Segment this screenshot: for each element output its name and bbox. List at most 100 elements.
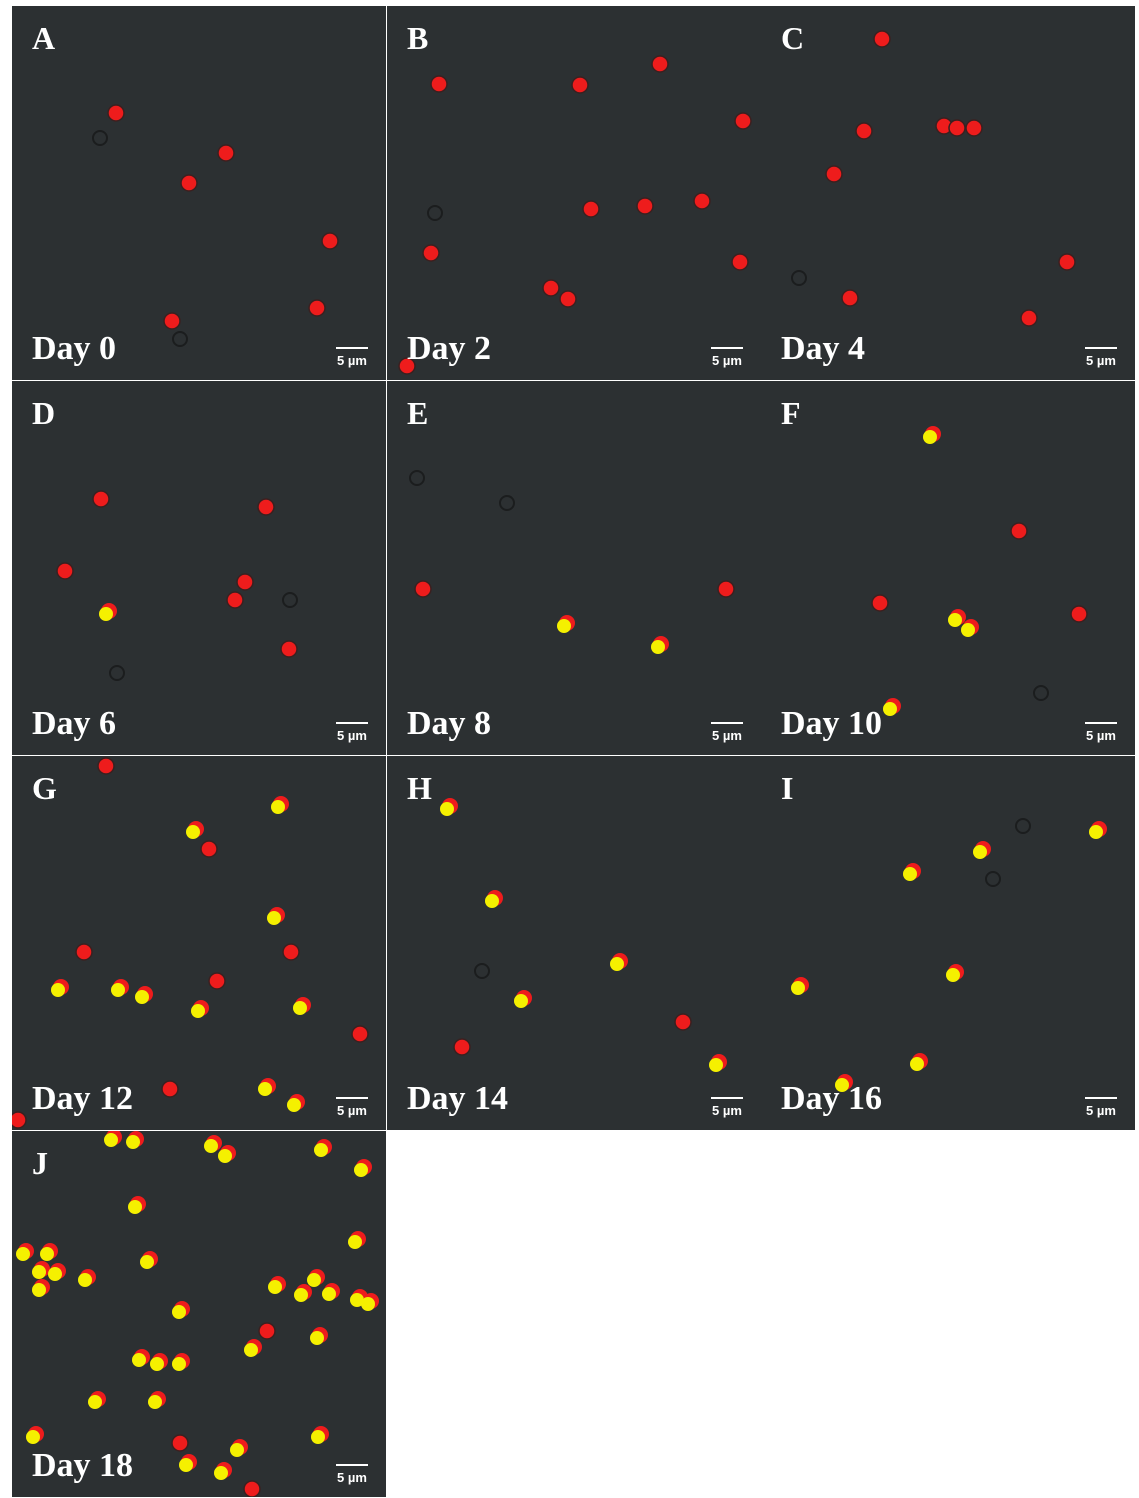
scale-label: 5 µm [1083,1103,1119,1118]
cell-red [76,944,92,960]
cell-yellow [709,1058,723,1072]
cell-red [172,1435,188,1451]
scale-label: 5 µm [709,1103,745,1118]
cell-yellow [322,1287,336,1301]
panel-letter: E [407,395,428,432]
scale-line [336,1097,368,1099]
micrograph [12,756,386,1130]
cell-yellow [314,1143,328,1157]
cell-red [352,1026,368,1042]
cell-unstained [93,131,107,145]
cell-yellow [172,1357,186,1371]
cell-red [718,581,734,597]
cell-red [415,581,431,597]
cell-red [57,563,73,579]
cell-red [842,290,858,306]
cell-unstained [428,206,442,220]
cell-yellow [307,1273,321,1287]
scale-label: 5 µm [1083,353,1119,368]
cell-red [98,758,114,774]
micrograph [12,1131,386,1497]
cell-yellow [179,1458,193,1472]
day-label: Day 10 [781,705,882,743]
scale-line [1085,1097,1117,1099]
micrograph-panel: IDay 165 µm [761,756,1135,1130]
cell-red [164,313,180,329]
cell-yellow [16,1247,30,1261]
cell-unstained [1016,819,1030,833]
scale-bar: 5 µm [709,347,745,368]
cell-yellow [204,1139,218,1153]
cell-red [856,123,872,139]
scale-label: 5 µm [709,353,745,368]
micrograph [12,381,386,755]
cell-yellow [948,613,962,627]
cell-red [108,105,124,121]
scale-line [336,347,368,349]
cell-unstained [173,332,187,346]
cell-red [637,198,653,214]
cell-yellow [172,1305,186,1319]
cell-yellow [651,640,665,654]
scale-line [711,722,743,724]
day-label: Day 12 [32,1080,133,1118]
micrograph [761,6,1135,380]
scale-line [336,1464,368,1466]
day-label: Day 2 [407,330,491,368]
cell-unstained [283,593,297,607]
cell-red [322,233,338,249]
cell-yellow [244,1343,258,1357]
cell-red [258,499,274,515]
cell-red [732,254,748,270]
cell-yellow [126,1135,140,1149]
scale-bar: 5 µm [709,722,745,743]
cell-yellow [903,867,917,881]
scale-bar: 5 µm [709,1097,745,1118]
scale-line [711,347,743,349]
cell-red [244,1481,260,1497]
cell-red [949,120,965,136]
panel-letter: D [32,395,55,432]
cell-yellow [923,430,937,444]
cell-red [1011,523,1027,539]
cell-yellow [40,1247,54,1261]
cell-red [1021,310,1037,326]
cell-yellow [32,1283,46,1297]
scale-label: 5 µm [1083,728,1119,743]
panel-letter: I [781,770,793,807]
cell-red [543,280,559,296]
cell-red [431,76,447,92]
cell-red [583,201,599,217]
cell-yellow [271,800,285,814]
cell-yellow [186,825,200,839]
scale-bar: 5 µm [334,1464,370,1485]
cell-unstained [500,496,514,510]
cell-red [181,175,197,191]
cell-red [201,841,217,857]
day-label: Day 4 [781,330,865,368]
panel-letter: B [407,20,428,57]
scale-bar: 5 µm [1083,1097,1119,1118]
cell-red [652,56,668,72]
scale-line [336,722,368,724]
cell-yellow [230,1443,244,1457]
micrograph [761,381,1135,755]
cell-yellow [51,983,65,997]
cell-yellow [973,845,987,859]
cell-unstained [792,271,806,285]
scale-line [1085,722,1117,724]
panel-letter: H [407,770,432,807]
cell-yellow [440,802,454,816]
cell-unstained [986,872,1000,886]
scale-label: 5 µm [334,728,370,743]
cell-red [283,944,299,960]
cell-yellow [135,990,149,1004]
scale-bar: 5 µm [1083,347,1119,368]
cell-yellow [78,1273,92,1287]
day-label: Day 8 [407,705,491,743]
cell-yellow [287,1098,301,1112]
micrograph-panel: E Day 8 5 µm [387,381,761,755]
cell-yellow [910,1057,924,1071]
